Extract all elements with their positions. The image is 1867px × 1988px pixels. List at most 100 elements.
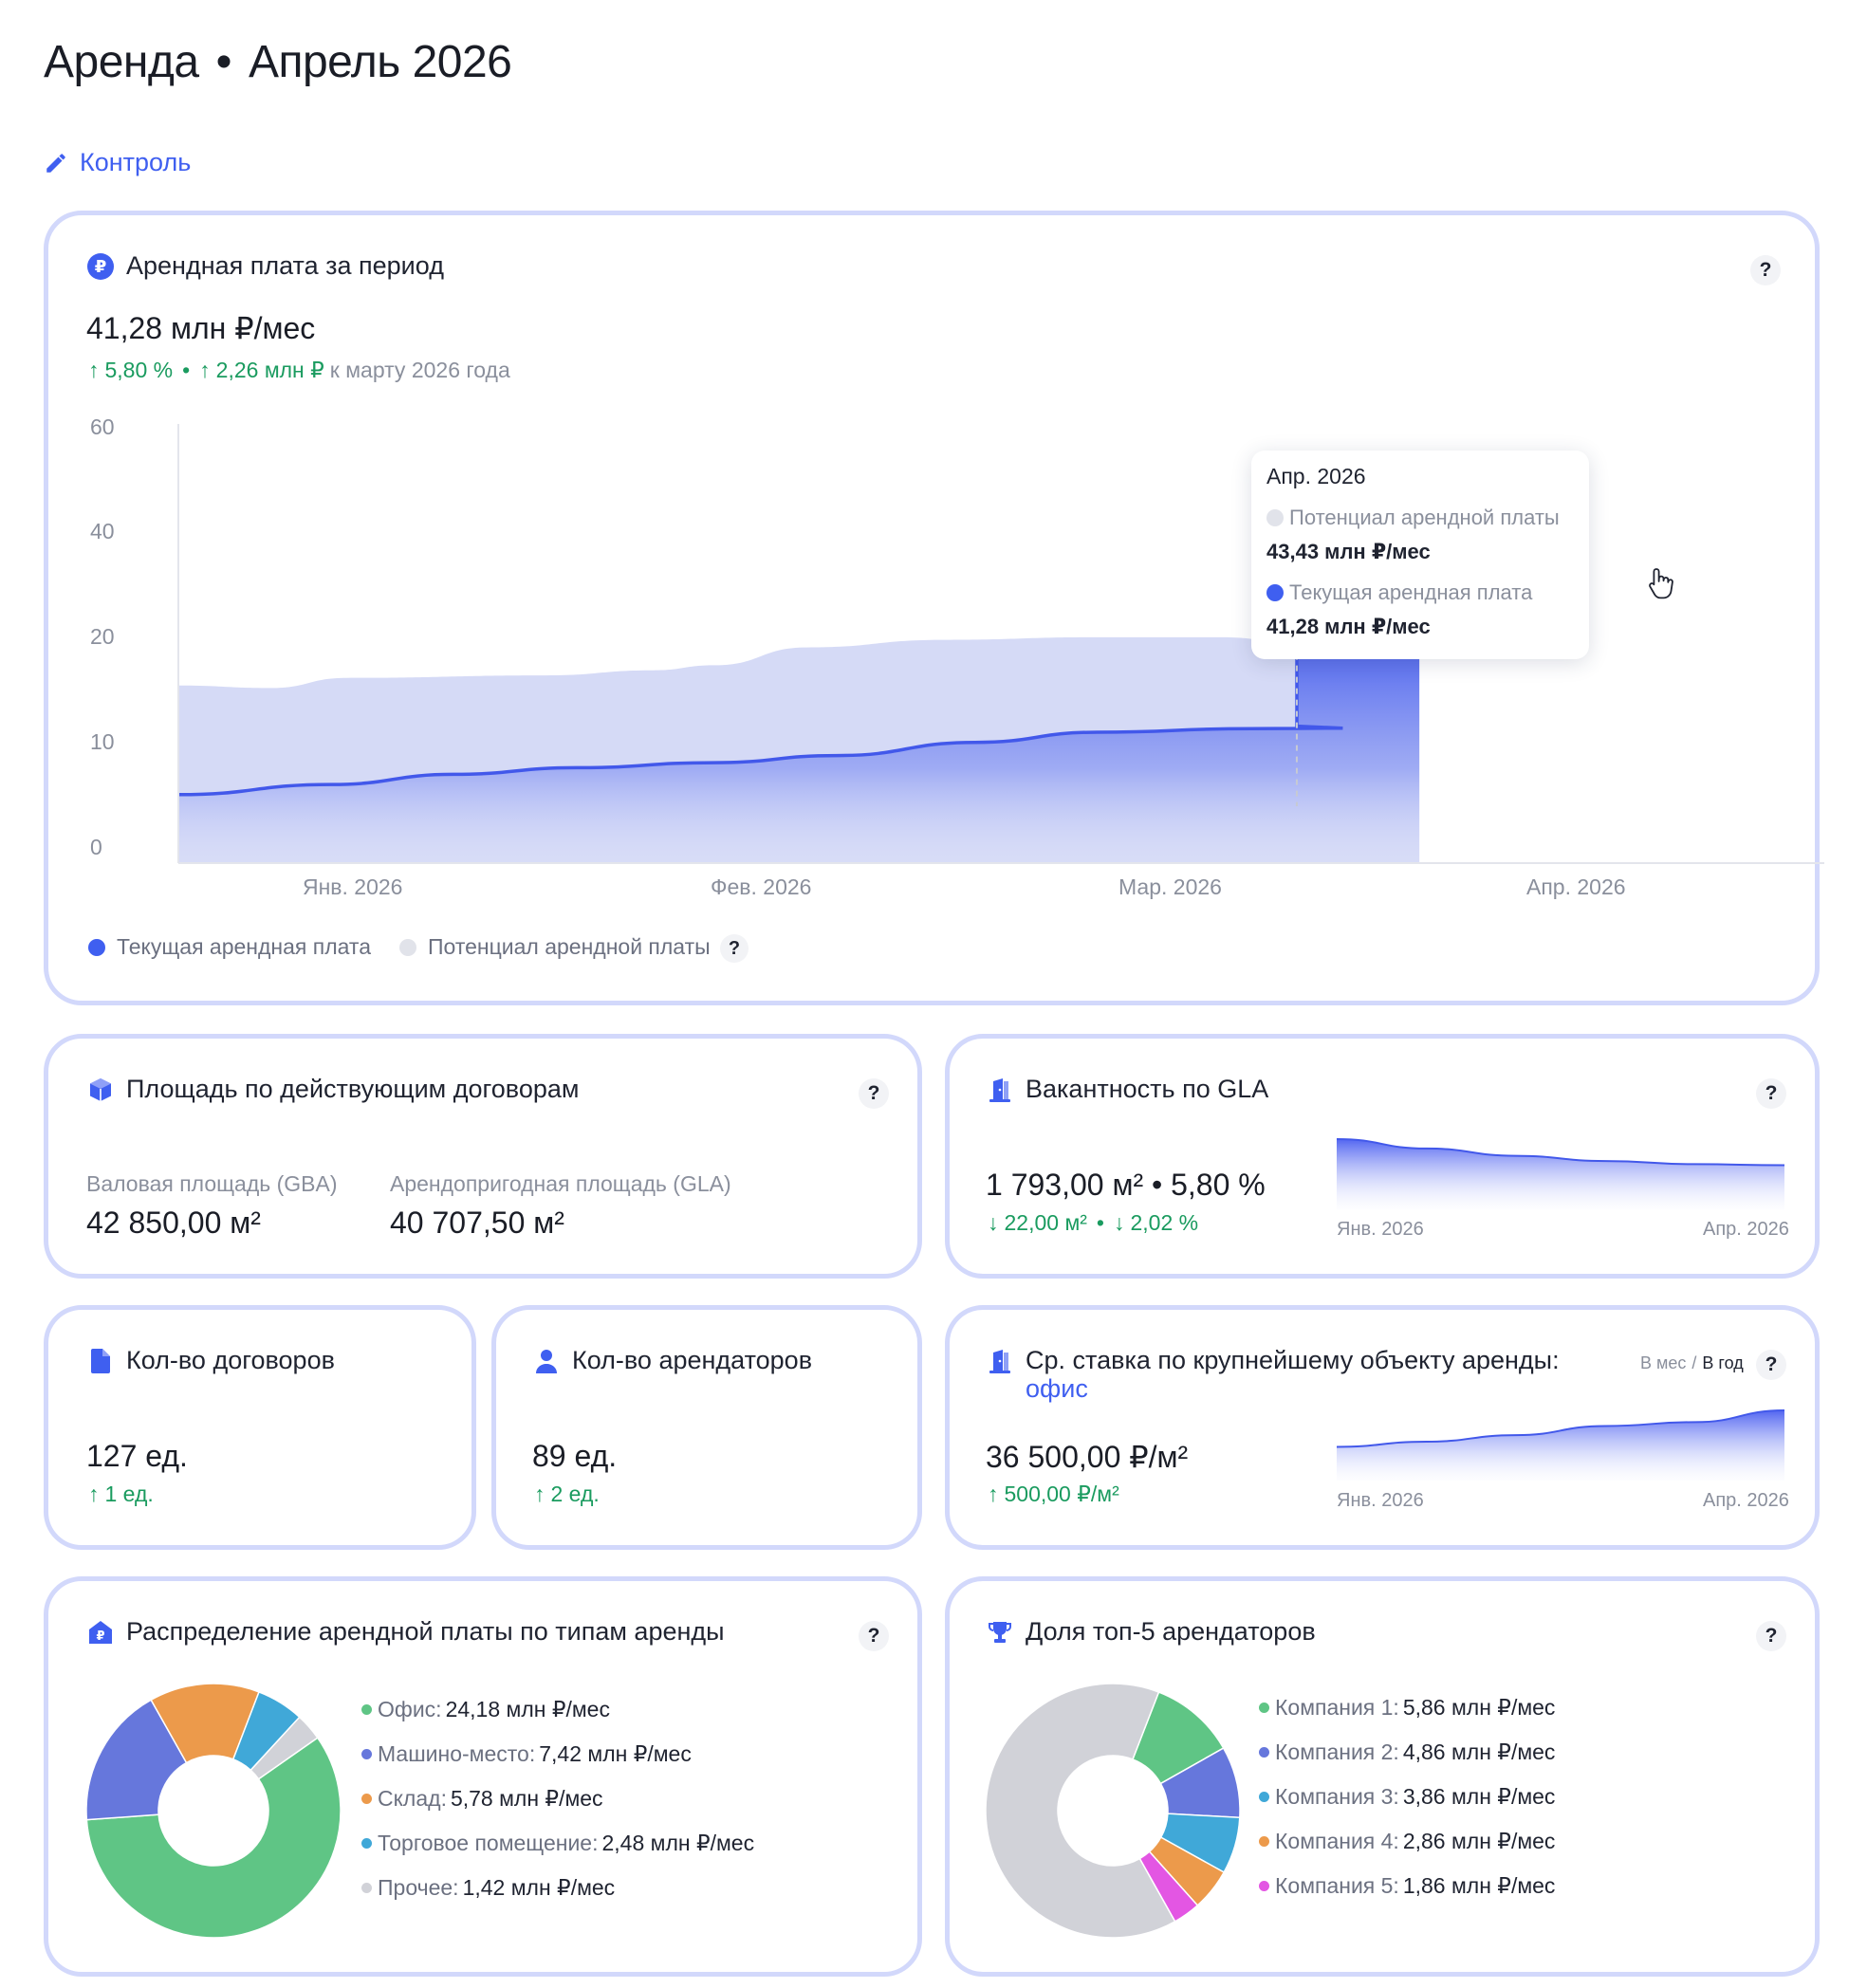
gla-value: 40 707,50 м² [390, 1206, 564, 1240]
legend-company-2-value: 4,86 млн ₽/мес [1402, 1740, 1556, 1764]
rent-delta-pct: 5,80 % [104, 358, 174, 382]
svg-text:₽: ₽ [96, 1629, 104, 1644]
control-link-label: Контроль [80, 148, 192, 176]
donut-slice-2[interactable] [86, 1699, 188, 1821]
area-help-button[interactable]: ? [859, 1078, 889, 1109]
rent-area-chart[interactable] [130, 414, 1824, 889]
legend-company-3-name: Компания 3: [1275, 1784, 1399, 1809]
donut-slice-5[interactable] [250, 1716, 319, 1780]
y-tick-20: 20 [90, 624, 115, 649]
tooltip-potential-value: 43,43 млн ₽/мес [1266, 540, 1431, 563]
legend-company-3-dot [1259, 1792, 1269, 1802]
vacancy-value: 1 793,00 м² • 5,80 % [986, 1168, 1266, 1202]
legend-other: Прочее: 1,42 млн ₽/мес [361, 1866, 754, 1910]
legend-office-dot [361, 1704, 372, 1715]
avg-rate-spark-start: Янв. 2026 [1337, 1490, 1424, 1511]
toggle-year[interactable]: В год [1702, 1353, 1744, 1372]
rent-help-button[interactable]: ? [1750, 255, 1781, 285]
legend-company-1-value: 5,86 млн ₽/мес [1402, 1695, 1556, 1720]
donut-slice-1[interactable] [86, 1737, 341, 1938]
legend-company-3: Компания 3: 3,86 млн ₽/мес [1259, 1775, 1555, 1819]
contracts-card-title: Кол-во договоров [86, 1346, 335, 1375]
top5-donut[interactable] [986, 1684, 1240, 1938]
rent-types-donut[interactable] [86, 1684, 341, 1938]
contracts-delta: ↑ 1 ед. [88, 1482, 154, 1507]
y-tick-40: 40 [90, 519, 115, 543]
legend-current-label: Текущая арендная плата [117, 934, 371, 959]
legend-potential-dot [399, 938, 416, 956]
arrow-up-icon: ↑ [199, 358, 211, 382]
gba-value: 42 850,00 м² [86, 1206, 261, 1240]
vacancy-title-text: Вакантность по GLA [1026, 1075, 1269, 1103]
gla-label: Арендопригодная площадь (GLA) [390, 1171, 731, 1196]
legend-current[interactable]: Текущая арендная плата [88, 934, 371, 960]
ruble-icon: ₽ [86, 252, 115, 281]
avg-rate-help-button[interactable]: ? [1756, 1350, 1786, 1380]
legend-warehouse-name: Склад: [378, 1786, 447, 1811]
legend-potential[interactable]: Потенциал арендной платы [399, 934, 711, 960]
tenants-card: Кол-во арендаторов 89 ед. ↑ 2 ед. [491, 1305, 922, 1550]
avg-rate-object-link[interactable]: офис [1026, 1374, 1088, 1403]
legend-help-button[interactable]: ? [720, 934, 749, 963]
legend-retail: Торговое помещение: 2,48 млн ₽/мес [361, 1821, 754, 1866]
avg-rate-sparkline [1337, 1409, 1784, 1481]
donut-slice-6[interactable] [986, 1684, 1176, 1938]
document-icon [86, 1347, 115, 1375]
contracts-delta-value: 1 ед. [104, 1482, 154, 1506]
tenants-card-title: Кол-во арендаторов [532, 1346, 812, 1375]
control-link[interactable]: Контроль [44, 148, 191, 177]
vacancy-help-button[interactable]: ? [1756, 1078, 1786, 1109]
contracts-title-text: Кол-во договоров [126, 1346, 335, 1374]
rent-card: ₽ Арендная плата за период ? 41,28 млн ₽… [44, 211, 1824, 1005]
tenants-value: 89 ед. [532, 1439, 618, 1473]
rent-title-text: Арендная плата за период [126, 251, 444, 280]
legend-potential-label: Потенциал арендной платы [428, 934, 711, 959]
legend-company-4: Компания 4: 2,86 млн ₽/мес [1259, 1819, 1555, 1864]
y-tick-60: 60 [90, 414, 115, 439]
x-tick-feb: Фев. 2026 [711, 874, 812, 899]
arrow-up-icon: ↑ [88, 358, 100, 382]
legend-company-5-dot [1259, 1881, 1269, 1891]
avg-rate-delta-value: 500,00 ₽/м² [1004, 1482, 1119, 1506]
legend-company-2-dot [1259, 1747, 1269, 1758]
trophy-icon [986, 1618, 1014, 1647]
title-separator: • [215, 37, 232, 87]
page-title: Аренда • Апрель 2026 [44, 36, 512, 88]
sparkline-area [1337, 1410, 1784, 1481]
y-tick-10: 10 [90, 729, 115, 754]
x-tick-apr: Апр. 2026 [1526, 874, 1626, 899]
legend-company-1: Компания 1: 5,86 млн ₽/мес [1259, 1685, 1555, 1730]
legend-warehouse: Склад: 5,78 млн ₽/мес [361, 1776, 754, 1821]
tenants-delta: ↑ 2 ед. [534, 1482, 600, 1507]
avg-rate-card: Ср. ставка по крупнейшему объекту аренды… [945, 1305, 1820, 1550]
avg-rate-title-text: Ср. ставка по крупнейшему объекту аренды… [1026, 1346, 1560, 1374]
top5-help-button[interactable]: ? [1756, 1621, 1786, 1651]
x-tick-mar: Мар. 2026 [1118, 874, 1222, 899]
vacancy-spark-start: Янв. 2026 [1337, 1219, 1424, 1240]
sparkline-line [1337, 1409, 1784, 1448]
delta-separator: • [182, 358, 191, 382]
legend-retail-name: Торговое помещение: [378, 1831, 599, 1855]
toggle-month[interactable]: В мес [1640, 1353, 1687, 1372]
contracts-value: 127 ед. [86, 1439, 188, 1473]
sparkline-area [1337, 1139, 1784, 1209]
legend-office: Офис: 24,18 млн ₽/мес [361, 1687, 754, 1732]
legend-retail-value: 2,48 млн ₽/мес [601, 1831, 755, 1855]
toggle-separator: / [1691, 1353, 1697, 1372]
top5-title-text: Доля топ-5 арендаторов [1026, 1617, 1316, 1646]
legend-company-4-dot [1259, 1836, 1269, 1847]
arrow-up-icon: ↑ [88, 1482, 100, 1506]
chart-tooltip: Апр. 2026 Потенциал арендной платы 43,43… [1251, 451, 1589, 659]
door-icon [986, 1347, 1014, 1375]
rent-types-help-button[interactable]: ? [859, 1621, 889, 1651]
cube-icon [86, 1076, 115, 1104]
legend-warehouse-dot [361, 1794, 372, 1804]
legend-parking-name: Машино-место: [378, 1741, 536, 1766]
legend-company-5-name: Компания 5: [1275, 1873, 1399, 1898]
tenants-title-text: Кол-во арендаторов [572, 1346, 813, 1374]
legend-company-5: Компания 5: 1,86 млн ₽/мес [1259, 1864, 1555, 1908]
person-icon [532, 1347, 561, 1375]
legend-company-1-dot [1259, 1703, 1269, 1713]
rent-card-title: ₽ Арендная плата за период [86, 251, 444, 281]
legend-parking-value: 7,42 млн ₽/мес [539, 1741, 692, 1766]
